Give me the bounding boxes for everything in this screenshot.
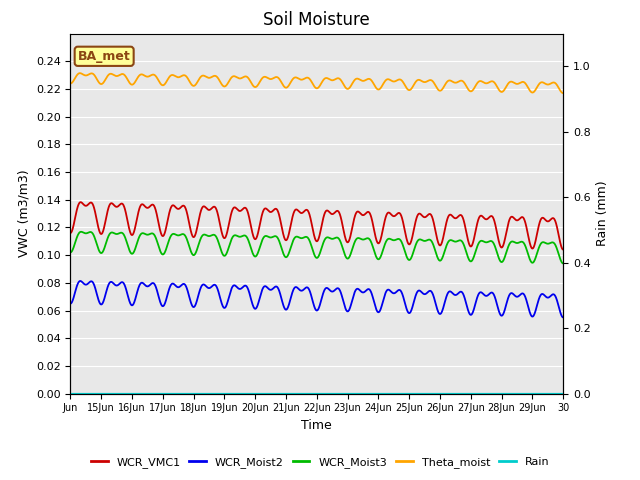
Title: Soil Moisture: Soil Moisture (264, 11, 370, 29)
Text: BA_met: BA_met (78, 50, 131, 63)
Y-axis label: VWC (m3/m3): VWC (m3/m3) (17, 170, 30, 257)
Y-axis label: Rain (mm): Rain (mm) (596, 181, 609, 246)
Legend: WCR_VMC1, WCR_Moist2, WCR_Moist3, Theta_moist, Rain: WCR_VMC1, WCR_Moist2, WCR_Moist3, Theta_… (86, 452, 554, 472)
X-axis label: Time: Time (301, 419, 332, 432)
